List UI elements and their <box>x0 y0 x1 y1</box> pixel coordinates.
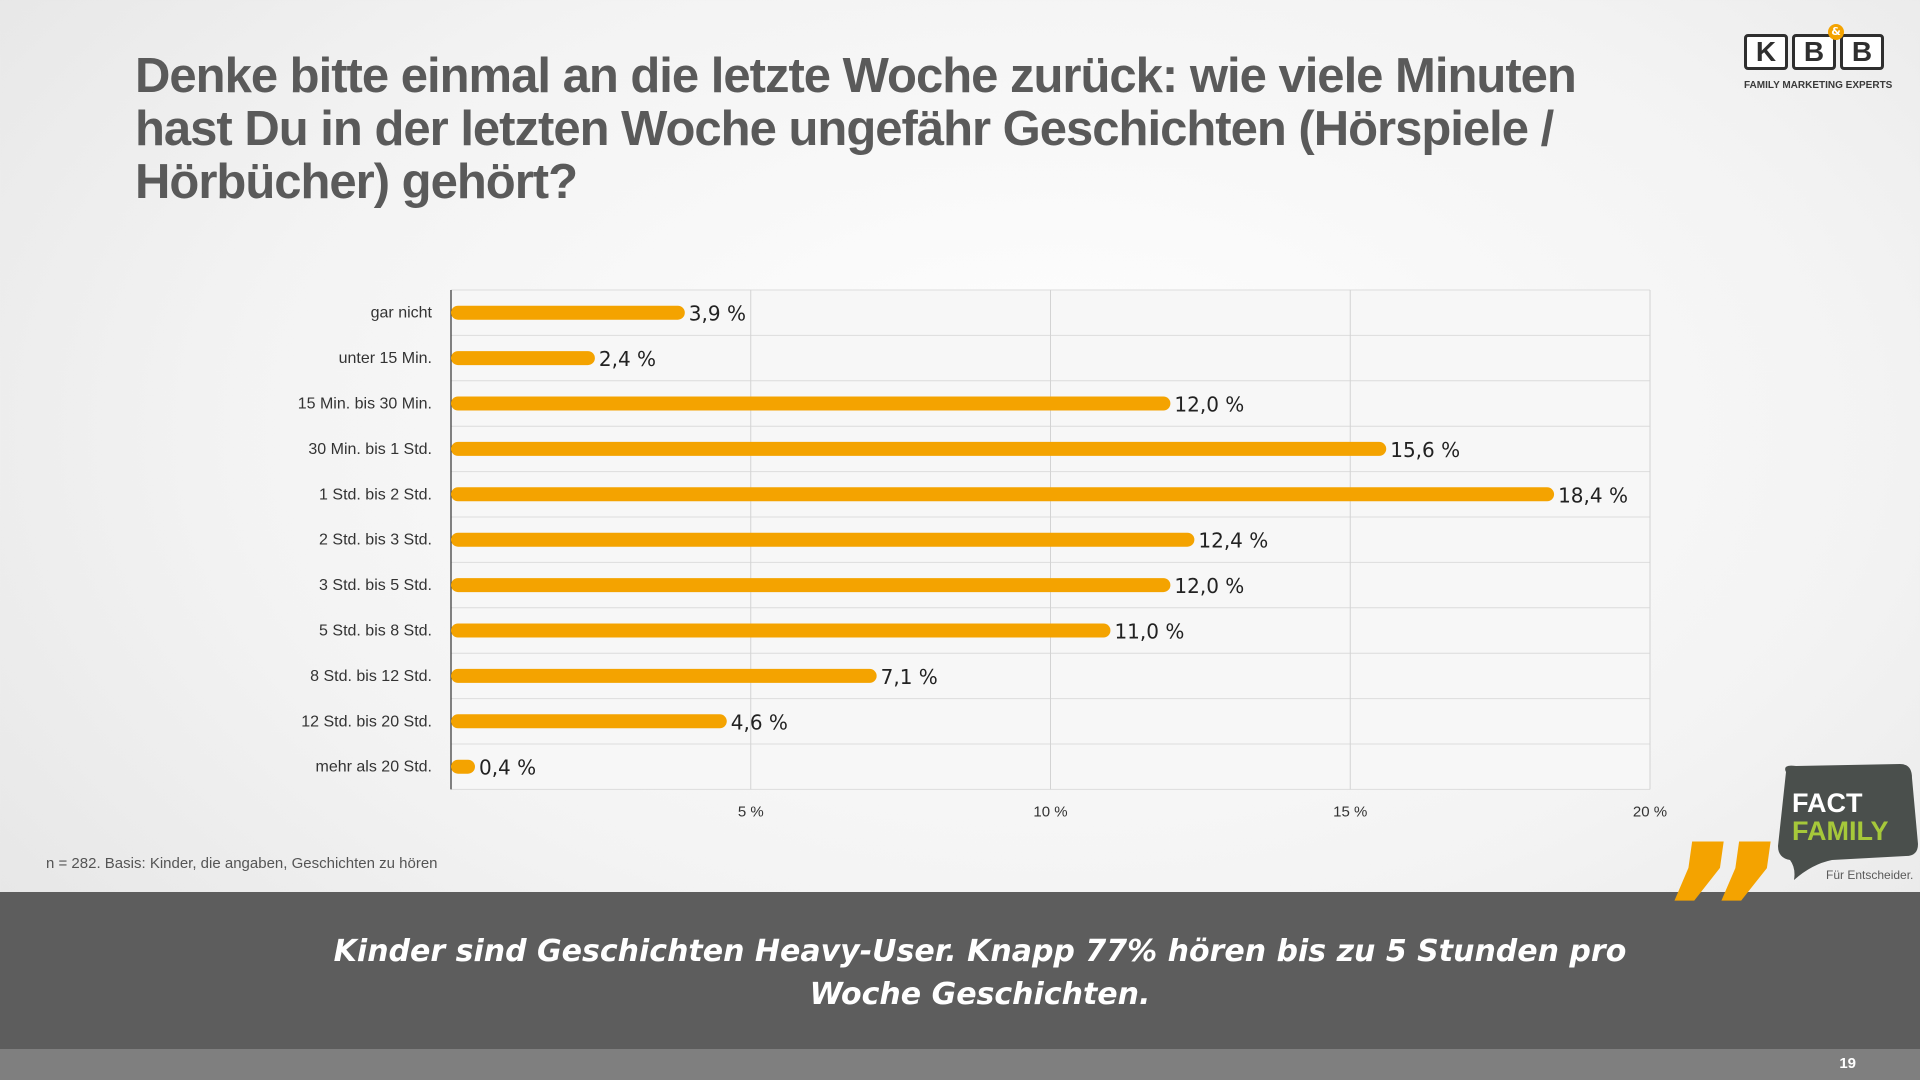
bar <box>451 759 475 774</box>
category-label: mehr als 20 Std. <box>316 759 433 776</box>
category-label: 5 Std. bis 8 Std. <box>319 623 432 640</box>
kbb-logo-tagline: FAMILY MARKETING EXPERTS <box>1744 80 1893 91</box>
bar <box>451 351 595 366</box>
chart-bars <box>451 305 1555 774</box>
kbb-logo-letter: B <box>1792 34 1836 70</box>
data-label: 3,9 % <box>689 302 746 326</box>
speech-bubble-icon <box>1778 764 1918 880</box>
chart-labels: 5 % 10 % 15 % 20 % gar nicht 3,9 % unter 15 Mi… <box>298 302 1667 821</box>
data-label: 2,4 % <box>599 347 656 371</box>
category-label: 12 Std. bis 20 Std. <box>301 713 432 730</box>
category-label: 1 Std. bis 2 Std. <box>319 486 432 503</box>
bar <box>451 668 877 683</box>
data-label: 18,4 % <box>1558 483 1628 507</box>
bar <box>451 714 727 729</box>
category-label: 2 Std. bis 3 Std. <box>319 532 432 549</box>
x-tick-label: 10 % <box>1033 803 1067 820</box>
x-tick-label: 20 % <box>1633 803 1667 820</box>
page-footer-bar: 19 <box>0 1049 1920 1080</box>
category-label: gar nicht <box>371 305 433 322</box>
data-label: 0,4 % <box>479 756 536 780</box>
data-label: 15,6 % <box>1390 438 1460 462</box>
page-title: Denke bitte einmal an die letzte Woche z… <box>135 49 1577 209</box>
bar <box>451 578 1171 593</box>
footnote: n = 282. Basis: Kinder, die angaben, Ges… <box>46 855 438 872</box>
kbb-logo-letter: K <box>1744 34 1788 70</box>
x-tick-label: 5 % <box>738 803 764 820</box>
bar <box>451 441 1387 456</box>
data-label: 12,4 % <box>1198 529 1268 553</box>
kbb-logo-letter: B <box>1840 34 1884 70</box>
badge-line-1: FACT <box>1792 788 1863 818</box>
kbb-logo: K B B & FAMILY MARKETING EXPERTS <box>1744 24 1892 96</box>
category-label: 8 Std. bis 12 Std. <box>310 668 432 685</box>
page-number: 19 <box>1839 1055 1856 1072</box>
bar <box>451 532 1195 547</box>
category-label: 3 Std. bis 5 Std. <box>319 577 432 594</box>
data-label: 11,0 % <box>1114 620 1184 644</box>
kbb-logo-letters: K B B <box>1744 34 1884 70</box>
badge-subline: Für Entscheider. <box>1826 868 1913 882</box>
bar <box>451 623 1111 638</box>
conclusion-band: Kinder sind Geschichten Heavy-User. Knap… <box>0 892 1920 1049</box>
category-label: 15 Min. bis 30 Min. <box>298 396 432 413</box>
data-label: 4,6 % <box>731 710 788 734</box>
category-label: 30 Min. bis 1 Std. <box>308 441 432 458</box>
bar-chart: 5 % 10 % 15 % 20 % gar nicht 3,9 % unter 15 Mi… <box>298 289 1667 821</box>
category-label: unter 15 Min. <box>339 350 432 367</box>
bar <box>451 305 685 320</box>
fact-family-badge: FACT FAMILY Für Entscheider. <box>1778 764 1918 882</box>
x-tick-label: 15 % <box>1333 803 1367 820</box>
kbb-logo-ampersand: & <box>1828 24 1844 40</box>
data-label: 12,0 % <box>1174 574 1244 598</box>
data-label: 7,1 % <box>881 665 938 689</box>
badge-line-2: FAMILY <box>1792 816 1889 846</box>
bar <box>451 487 1555 502</box>
conclusion-text: Kinder sind Geschichten Heavy-User. Knap… <box>333 934 1627 1012</box>
data-label: 12,0 % <box>1174 393 1244 417</box>
quote-mark-icon: ” <box>1639 804 1796 1025</box>
bar <box>451 396 1171 411</box>
